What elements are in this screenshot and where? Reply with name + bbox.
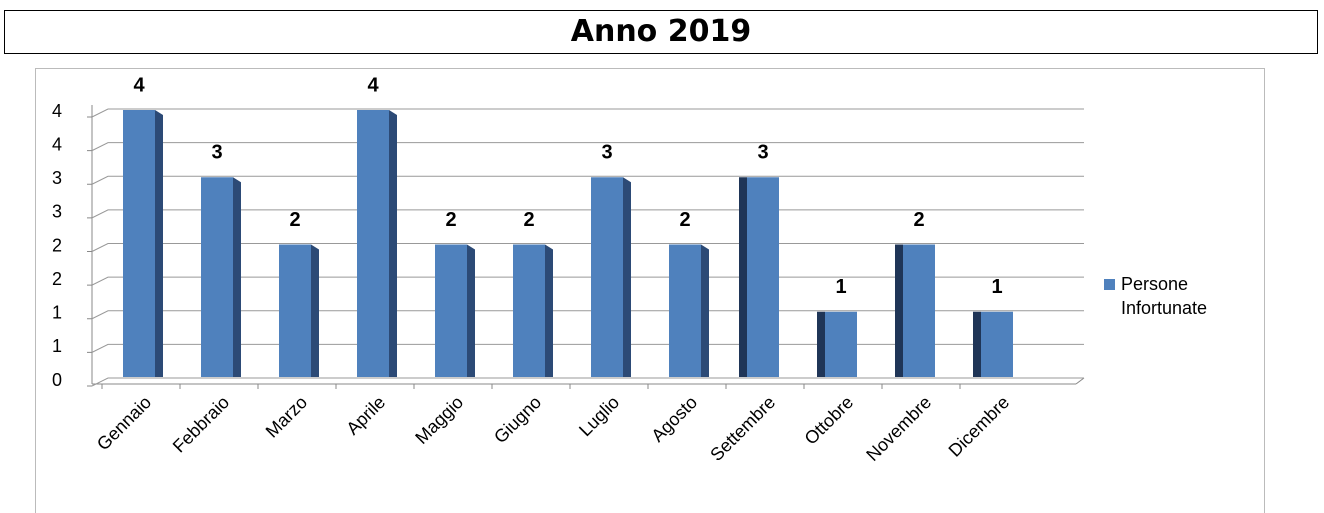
floor-edge <box>1075 377 1085 385</box>
chart-frame <box>35 68 1265 513</box>
y-tick-label: 3 <box>52 202 62 222</box>
data-label: 2 <box>289 209 300 231</box>
bar <box>279 244 311 377</box>
data-label: 2 <box>913 209 924 231</box>
legend: Persone Infortunate <box>1104 272 1231 320</box>
x-tick-label: Aprile <box>342 392 389 439</box>
x-tick-label: Gennaio <box>93 392 155 454</box>
legend-swatch <box>1104 279 1115 290</box>
bar <box>669 244 701 377</box>
bar-side <box>545 244 553 377</box>
y-tick-label: 1 <box>52 336 62 356</box>
bar-side <box>233 177 241 377</box>
grid-line <box>91 108 1084 118</box>
bar <box>903 244 935 377</box>
x-tick-label: Agosto <box>647 392 701 446</box>
data-label: 4 <box>367 74 379 96</box>
legend-label: Persone Infortunate <box>1121 274 1208 318</box>
x-tick-label: Dicembre <box>945 392 1014 461</box>
x-tick-label: Settembre <box>706 392 779 465</box>
data-label: 2 <box>445 209 456 231</box>
bar-side <box>311 244 319 377</box>
bar-side <box>817 311 825 377</box>
bar <box>513 244 545 377</box>
bar <box>435 244 467 377</box>
x-tick-label: Novembre <box>862 392 935 465</box>
bar-side <box>155 110 163 377</box>
grid-line <box>91 175 1084 185</box>
data-label: 1 <box>835 276 846 298</box>
bar <box>981 311 1013 377</box>
y-tick-label: 3 <box>52 168 62 188</box>
x-tick-label: Ottobre <box>801 392 858 449</box>
y-tick-label: 4 <box>52 134 62 154</box>
bar-side <box>701 244 709 377</box>
bar <box>825 311 857 377</box>
bar-side <box>739 177 747 377</box>
bar <box>747 177 779 377</box>
x-tick-label: Marzo <box>262 392 312 442</box>
bar <box>357 110 389 377</box>
bar-side <box>973 311 981 377</box>
bar <box>201 177 233 377</box>
bar-side <box>623 177 631 377</box>
data-label: 2 <box>523 209 534 231</box>
grid-line <box>91 142 1084 152</box>
x-tick-label: Giugno <box>490 392 545 447</box>
bar-side <box>895 244 903 377</box>
x-tick-label: Luglio <box>575 392 623 440</box>
bar-side <box>389 110 397 377</box>
y-tick-label: 1 <box>52 303 62 323</box>
x-tick-label: Febbraio <box>169 392 233 456</box>
chart-title: Anno 2019 <box>4 10 1318 54</box>
data-label: 4 <box>133 74 145 96</box>
data-label: 3 <box>211 142 222 164</box>
grid-line <box>91 377 1084 387</box>
y-tick-label: 4 <box>52 101 62 121</box>
y-tick-label: 2 <box>52 235 62 255</box>
data-label: 1 <box>991 276 1002 298</box>
y-tick-label: 2 <box>52 269 62 289</box>
data-label: 2 <box>679 209 690 231</box>
bar-side <box>467 244 475 377</box>
bar <box>591 177 623 377</box>
data-label: 3 <box>601 142 612 164</box>
x-tick-label: Maggio <box>411 392 467 448</box>
data-label: 3 <box>757 142 768 164</box>
bar <box>123 110 155 377</box>
y-tick-label: 0 <box>52 370 62 390</box>
